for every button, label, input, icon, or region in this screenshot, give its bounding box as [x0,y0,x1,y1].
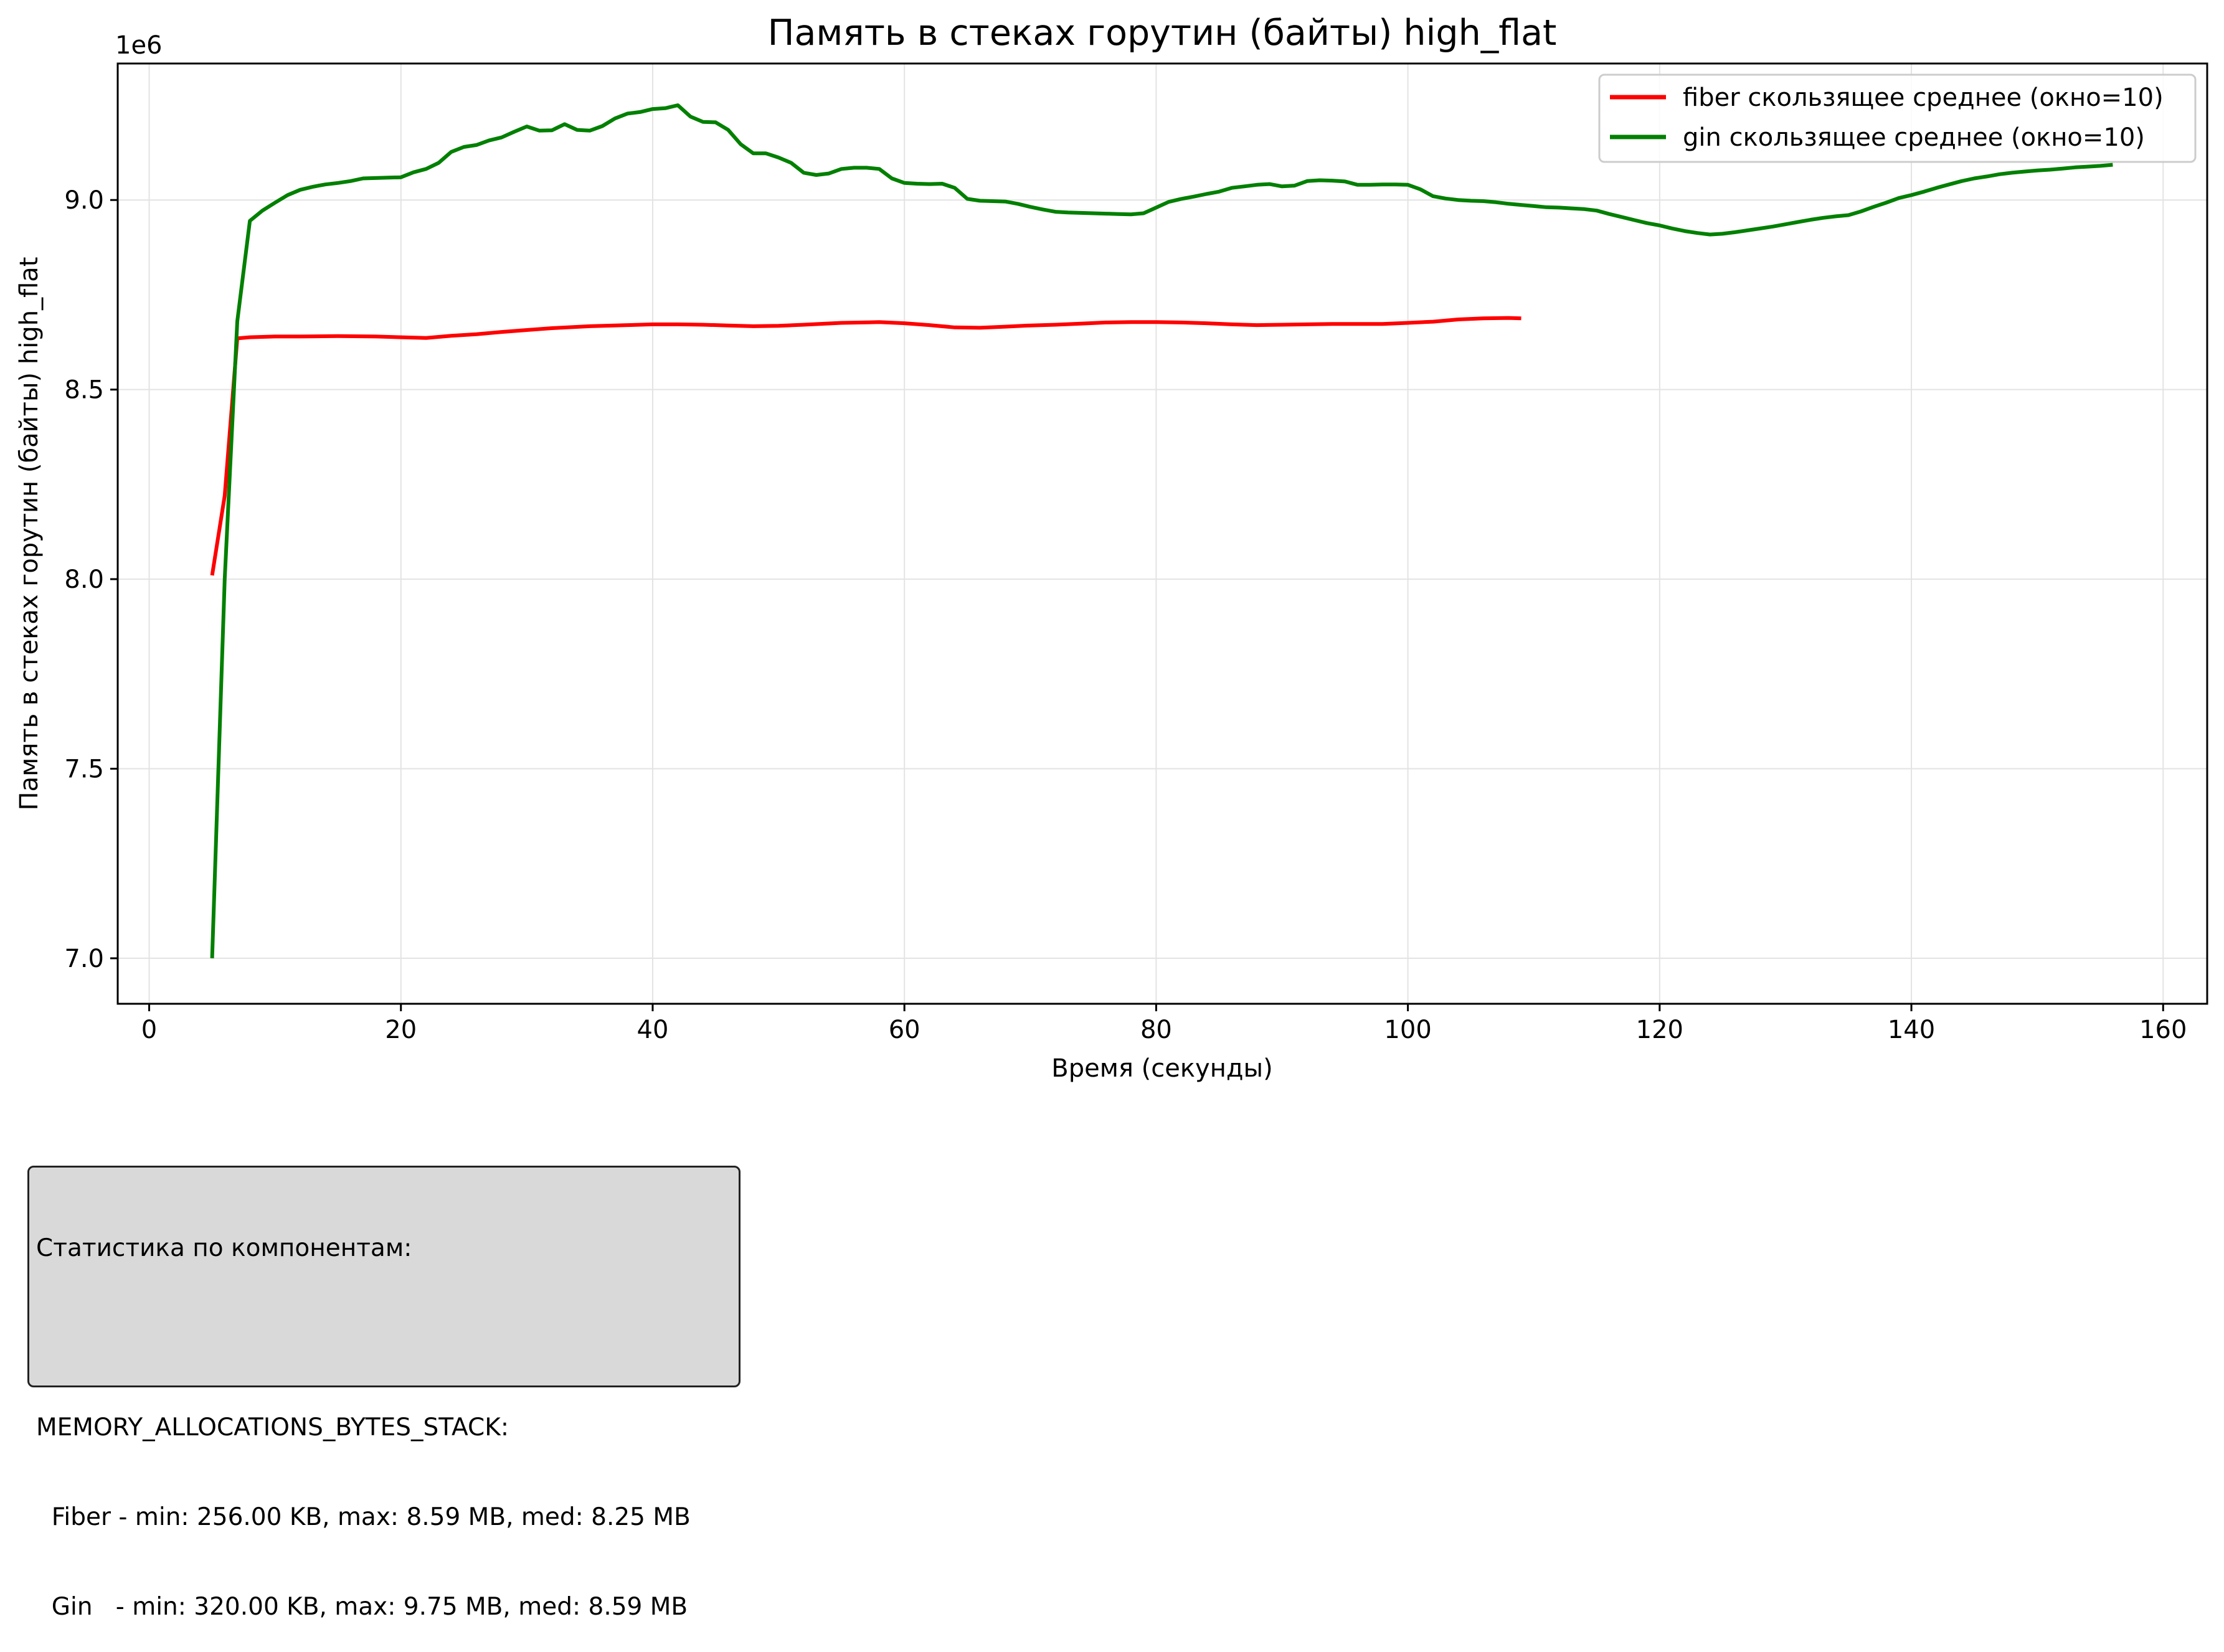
x-tick-label: 40 [637,1016,669,1044]
y-tick-label: 7.5 [64,755,104,784]
stats-box: Статистика по компонентам: MEMORY_ALLOCA… [27,1166,741,1621]
plot-frame [116,62,2208,1005]
stats-line-fiber: Fiber - min: 256.00 KB, max: 8.59 MB, me… [36,1503,691,1531]
series-lines [210,103,2113,958]
x-tick-label: 100 [1384,1016,1431,1044]
x-tick-label: 120 [1636,1016,1683,1044]
line-chart: 0 20 40 60 80 100 120 140 160 7.0 7.5 8.0 8.5 9.0 Па… [15,12,2208,1083]
y-tick-label: 9.0 [64,186,104,215]
x-tick-label: 0 [141,1016,157,1044]
gin-series-line [210,103,2113,958]
x-tick-label: 20 [385,1016,417,1044]
y-axis-label: Память в стеках горутин (байты) high_fla… [15,257,44,811]
x-axis-ticks: 0 20 40 60 80 100 120 140 160 [141,1004,2187,1044]
stats-line-blank [36,1323,732,1353]
stats-line-title: Статистика по компонентам: [36,1234,412,1262]
y-axis-offset-label: 1e6 [115,31,163,60]
y-tick-label: 8.0 [64,565,104,594]
legend: fiber скользящее среднее (окно=10) gin с… [1598,73,2197,163]
x-tick-label: 140 [1888,1016,1935,1044]
legend-label-gin: gin скользящее среднее (окно=10) [1683,123,2145,152]
y-tick-label: 8.5 [64,376,104,405]
x-axis-label: Время (секунды) [1051,1054,1272,1083]
legend-label-fiber: fiber скользящее среднее (окно=10) [1683,83,2164,112]
x-tick-label: 160 [2139,1016,2187,1044]
x-tick-label: 60 [889,1016,920,1044]
chart-title: Память в стеках горутин (байты) high_fla… [768,12,1557,54]
legend-frame [1598,73,2197,163]
grid [118,64,2207,1004]
fiber-series-line [210,316,1521,576]
y-tick-label: 7.0 [64,945,104,973]
x-tick-label: 80 [1140,1016,1172,1044]
y-axis-ticks: 7.0 7.5 8.0 8.5 9.0 [64,186,118,973]
stats-line-metric: MEMORY_ALLOCATIONS_BYTES_STACK: [36,1414,509,1442]
stats-line-gin: Gin - min: 320.00 KB, max: 9.75 MB, med:… [36,1593,688,1621]
